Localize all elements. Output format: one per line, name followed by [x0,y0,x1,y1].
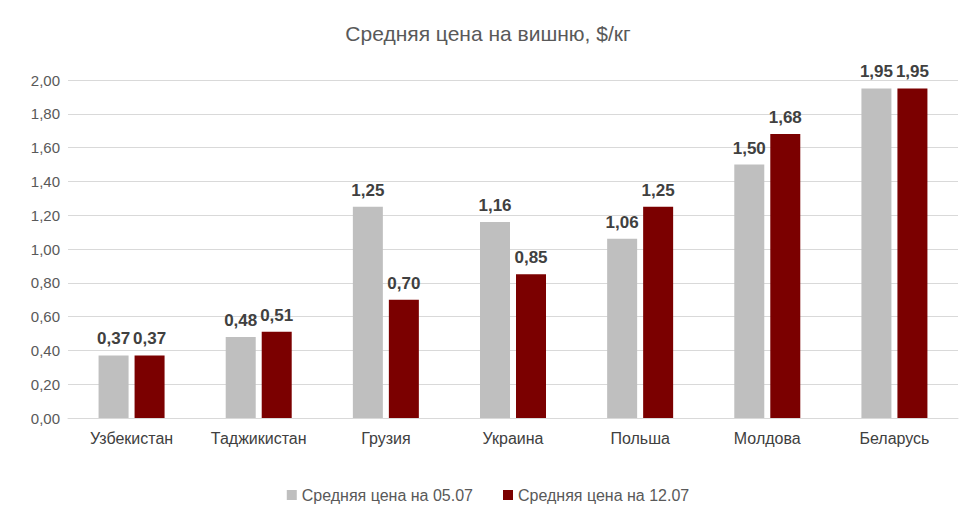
svg-text:Молдова: Молдова [734,430,801,447]
svg-text:Грузия: Грузия [361,430,410,447]
svg-text:0,40: 0,40 [31,342,60,359]
svg-text:1,16: 1,16 [478,196,511,215]
svg-text:0,85: 0,85 [514,248,547,267]
svg-text:Украина: Украина [483,430,544,447]
svg-text:0,20: 0,20 [31,376,60,393]
svg-text:0,00: 0,00 [31,410,60,427]
svg-text:1,60: 1,60 [31,139,60,156]
svg-text:1,25: 1,25 [642,181,675,200]
svg-text:1,50: 1,50 [733,139,766,158]
svg-text:0,48: 0,48 [224,311,257,330]
svg-text:0,37: 0,37 [133,329,166,348]
svg-text:0,60: 0,60 [31,308,60,325]
svg-text:1,20: 1,20 [31,207,60,224]
svg-text:0,70: 0,70 [387,274,420,293]
svg-text:Средняя цена на вишню, $/кг: Средняя цена на вишню, $/кг [345,22,631,45]
svg-text:1,68: 1,68 [769,108,802,127]
svg-text:1,95: 1,95 [896,62,929,81]
svg-text:1,00: 1,00 [31,241,60,258]
svg-text:Средняя цена на 12.07: Средняя цена на 12.07 [518,487,689,504]
svg-text:0,51: 0,51 [260,306,293,325]
svg-text:Польша: Польша [610,430,670,447]
svg-text:1,80: 1,80 [31,105,60,122]
svg-text:Таджикистан: Таджикистан [211,430,307,447]
svg-text:1,95: 1,95 [860,62,893,81]
svg-text:1,40: 1,40 [31,173,60,190]
svg-text:Беларусь: Беларусь [859,430,929,447]
svg-text:1,06: 1,06 [606,213,639,232]
svg-text:0,37: 0,37 [97,329,130,348]
svg-text:1,25: 1,25 [351,181,384,200]
svg-text:0,80: 0,80 [31,274,60,291]
svg-text:Средняя цена на 05.07: Средняя цена на 05.07 [302,487,473,504]
svg-text:Узбекистан: Узбекистан [90,430,173,447]
svg-text:2,00: 2,00 [31,72,60,89]
